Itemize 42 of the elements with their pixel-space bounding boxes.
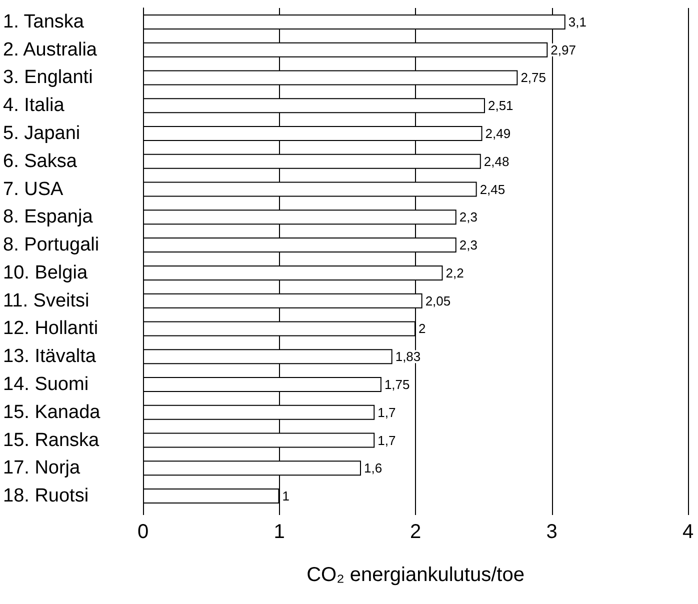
- data-label: 1,6: [364, 460, 382, 476]
- y-tick-label: 15. Ranska: [3, 430, 100, 451]
- data-label: 2: [418, 321, 426, 336]
- data-label: 2,49: [485, 126, 511, 141]
- data-label: 1,7: [378, 432, 396, 448]
- y-tick-label: 15. Kanada: [3, 402, 101, 423]
- y-tick-label: 5. Japani: [3, 123, 80, 144]
- y-tick-label: 8. Portugali: [3, 234, 100, 256]
- y-tick-label: 2. Australia: [3, 39, 98, 60]
- x-tick-label: 4: [682, 521, 694, 543]
- data-label: 2,97: [550, 42, 576, 58]
- x-tick-label: 2: [410, 521, 422, 543]
- data-label: 1,75: [384, 377, 410, 392]
- y-tick-label: 7. USA: [3, 178, 64, 200]
- data-label: 2,45: [480, 182, 506, 197]
- data-label: 2,75: [520, 70, 546, 86]
- x-axis-title: CO₂ energiankulutus/toe: [306, 564, 524, 586]
- y-tick-label: 6. Saksa: [3, 150, 78, 172]
- data-label: 2,3: [459, 238, 478, 253]
- data-label: 1,83: [395, 349, 421, 364]
- y-tick-label: 17. Norja: [3, 458, 81, 479]
- data-label: 1: [282, 488, 290, 504]
- y-tick-label: 18. Ruotsi: [3, 486, 89, 507]
- y-tick-label: 12. Hollanti: [3, 318, 98, 340]
- y-tick-label: 10. Belgia: [3, 262, 88, 284]
- y-tick-label: 11. Sveitsi: [3, 290, 90, 312]
- y-tick-label: 3. Englanti: [3, 67, 93, 88]
- x-tick-label: 3: [546, 521, 558, 543]
- data-label: 2,2: [446, 265, 464, 280]
- y-tick-label: 13. Itävalta: [3, 346, 96, 368]
- y-tick-label: 8. Espanja: [3, 206, 94, 228]
- x-tick-label: 1: [274, 521, 285, 543]
- y-tick-label: 14. Suomi: [3, 374, 89, 395]
- data-label: 2,05: [425, 293, 451, 308]
- data-label: 2,48: [484, 154, 510, 169]
- y-tick-label: 4. Italia: [3, 95, 65, 116]
- x-tick-label: 0: [137, 521, 149, 543]
- y-tick-label: 1. Tanska: [3, 11, 84, 32]
- data-label: 2,3: [459, 210, 478, 225]
- data-label: 2,51: [488, 98, 514, 114]
- data-label: 1,7: [378, 404, 396, 420]
- data-label: 3,1: [568, 14, 586, 30]
